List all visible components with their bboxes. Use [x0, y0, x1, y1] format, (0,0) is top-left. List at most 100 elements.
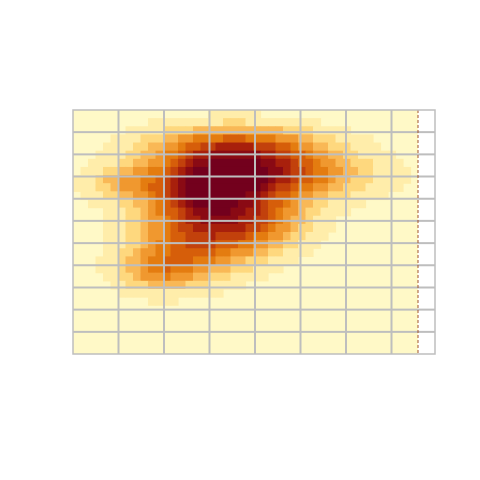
- heatmap-cell: [148, 126, 157, 135]
- heatmap-cell: [245, 166, 254, 176]
- heatmap-cell: [125, 223, 134, 233]
- heatmap-cell: [320, 166, 329, 176]
- heatmap-cell: [118, 272, 127, 282]
- heatmap-cell: [170, 264, 179, 274]
- heatmap-cell: [358, 175, 367, 184]
- heatmap-cell: [290, 183, 299, 192]
- heatmap-cell: [365, 134, 374, 144]
- heatmap-cell: [238, 110, 247, 119]
- heatmap-cell: [268, 256, 277, 266]
- heatmap-cell: [395, 183, 404, 192]
- heatmap-cell: [103, 175, 112, 184]
- heatmap-cell: [350, 134, 359, 144]
- heatmap-cell: [313, 223, 322, 233]
- heatmap-cell: [140, 199, 149, 209]
- heatmap-cell: [125, 240, 134, 249]
- heatmap-cell: [178, 191, 187, 201]
- heatmap-cell: [148, 223, 157, 233]
- heatmap-cell: [253, 175, 262, 184]
- heatmap-cell: [208, 183, 217, 192]
- heatmap-cell: [268, 183, 277, 192]
- heatmap-cell: [268, 158, 277, 168]
- heatmap-cell: [305, 126, 314, 135]
- heatmap-cell: [305, 240, 314, 249]
- heatmap-cell: [215, 175, 224, 184]
- heatmap-cell: [230, 199, 239, 209]
- heatmap-cell: [170, 272, 179, 282]
- heatmap-cell: [95, 175, 104, 184]
- heatmap-cell: [193, 223, 202, 233]
- grid-lines: [73, 110, 435, 354]
- heatmap-cell: [245, 142, 254, 152]
- heatmap-cell: [305, 183, 314, 192]
- heatmap-cell: [343, 158, 352, 168]
- heatmap-cell: [298, 134, 307, 144]
- heatmap-cell: [328, 126, 337, 135]
- heatmap-cell: [305, 142, 314, 152]
- heatmap-cell: [230, 191, 239, 201]
- heatmap-cell: [328, 134, 337, 144]
- heatmap-cell: [223, 232, 232, 241]
- heatmap-cell: [253, 134, 262, 144]
- heatmap-cell: [185, 166, 194, 176]
- heatmap-cell: [215, 207, 224, 217]
- heatmap-cell: [253, 166, 262, 176]
- heatmap-cell: [320, 175, 329, 184]
- heatmap-cell: [275, 264, 284, 274]
- heatmap-cell: [178, 183, 187, 192]
- heatmap-cell: [268, 207, 277, 217]
- heatmap-cell: [208, 199, 217, 209]
- heatmap-cell: [320, 126, 329, 135]
- heatmap-cell: [170, 183, 179, 192]
- heatmap-cell: [148, 175, 157, 184]
- heatmap-cell: [208, 142, 217, 152]
- heatmap-cell: [133, 191, 142, 201]
- heatmap-cell: [140, 223, 149, 233]
- heatmap-cell: [268, 126, 277, 135]
- heatmap-cell: [73, 183, 82, 192]
- heatmap-cell: [163, 118, 172, 127]
- heatmap-cell: [178, 199, 187, 209]
- heatmap-cell: [178, 256, 187, 266]
- heatmap-cell: [328, 166, 337, 176]
- heatmap-cell: [163, 166, 172, 176]
- heatmap-cell: [253, 256, 262, 266]
- heatmap-cell: [245, 232, 254, 241]
- heatmap-cell: [163, 134, 172, 144]
- heatmap-cell: [215, 223, 224, 233]
- heatmap-cell: [298, 175, 307, 184]
- heatmap-cell: [253, 223, 262, 233]
- heatmap-cell: [193, 158, 202, 168]
- heatmap-cell: [283, 166, 292, 176]
- heatmap-cell: [185, 272, 194, 282]
- heatmap-cell: [260, 272, 269, 282]
- heatmap-cell: [313, 199, 322, 209]
- heatmap-cell: [103, 272, 112, 282]
- heatmap-cell: [230, 166, 239, 176]
- heatmap-cell: [238, 191, 247, 201]
- heatmap-cell: [200, 118, 209, 127]
- heatmap-cell: [193, 118, 202, 127]
- heatmap-cell: [298, 207, 307, 217]
- heatmap-cell: [208, 126, 217, 135]
- heatmap-cell: [260, 134, 269, 144]
- heatmap-cell: [125, 158, 134, 168]
- heatmap-cell: [110, 248, 119, 257]
- heatmap-cell: [140, 272, 149, 282]
- heatmap-cell: [103, 223, 112, 233]
- heatmap-cell: [118, 240, 127, 249]
- heatmap-cell: [170, 166, 179, 176]
- heatmap-cell: [268, 232, 277, 241]
- heatmap-cell: [148, 166, 157, 176]
- heatmap-cell: [335, 158, 344, 168]
- heatmap-cell: [125, 199, 134, 209]
- heatmap-cell: [178, 240, 187, 249]
- heatmap-cell: [223, 110, 232, 119]
- heatmap-cell: [140, 240, 149, 249]
- heatmap-cell: [110, 240, 119, 249]
- heatmap-cell: [238, 175, 247, 184]
- heatmap-cell: [178, 175, 187, 184]
- plot-border: [72, 109, 436, 355]
- heatmap-cell: [335, 126, 344, 135]
- heatmap-cell: [185, 288, 194, 298]
